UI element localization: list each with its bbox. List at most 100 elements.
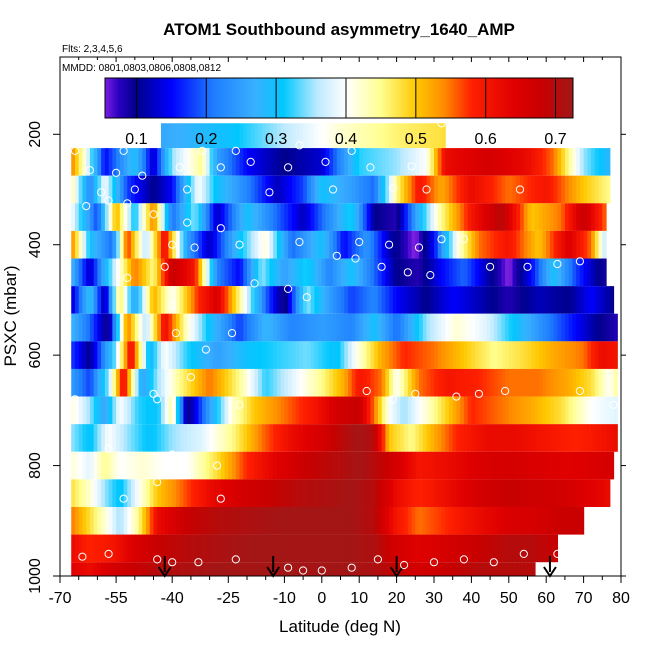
heatmap-cell (71, 424, 76, 452)
heatmap-cell (239, 479, 244, 507)
scatter-point (149, 389, 158, 398)
heatmap-cell (445, 479, 450, 507)
heatmap-cell (490, 230, 495, 259)
heatmap-cell (288, 479, 293, 507)
heatmap-cell (138, 534, 143, 563)
heatmap-cell (542, 286, 547, 314)
heatmap-cell (97, 258, 102, 287)
heatmap-cell (284, 341, 289, 369)
heatmap-cell (276, 123, 282, 149)
heatmap-cell (508, 230, 514, 259)
heatmap-cell (123, 534, 128, 563)
heatmap-cell (531, 313, 536, 342)
heatmap-cell (501, 424, 506, 452)
heatmap-cell (501, 534, 506, 563)
heatmap-cell (284, 534, 289, 563)
heatmap-cell (187, 175, 192, 204)
heatmap-cell (591, 479, 596, 507)
heatmap-cell (97, 286, 102, 314)
heatmap-cell (411, 396, 416, 425)
heatmap-cell (280, 286, 285, 314)
heatmap-cell (269, 341, 274, 369)
heatmap-cell (553, 506, 559, 535)
heatmap-cell (419, 424, 424, 452)
heatmap-cell (542, 148, 547, 176)
heatmap-cell (254, 203, 259, 231)
heatmap-cell (355, 230, 360, 259)
heatmap-cell (318, 123, 323, 149)
heatmap-cell (254, 148, 259, 176)
scatter-point (213, 461, 222, 470)
heatmap-cell (291, 341, 297, 369)
heatmap-cell (404, 148, 409, 176)
heatmap-cell (187, 396, 192, 425)
heatmap-cell (131, 534, 136, 563)
heatmap-cell (93, 148, 98, 176)
heatmap-cell (400, 313, 405, 342)
scatter-point (284, 284, 293, 293)
heatmap-cell (392, 313, 398, 342)
heatmap-cell (542, 396, 547, 425)
heatmap-cell (149, 230, 155, 259)
heatmap-cell (478, 368, 484, 397)
heatmap-cell (190, 313, 196, 342)
heatmap-cell (284, 230, 289, 259)
heatmap-cell (523, 203, 529, 231)
heatmap-cell (359, 451, 364, 480)
heatmap-cell (220, 230, 226, 259)
heatmap-cell (538, 396, 544, 425)
heatmap-cell (463, 534, 469, 563)
heatmap-cell (276, 258, 282, 287)
heatmap-cell (564, 506, 570, 535)
heatmap-cell (396, 368, 401, 397)
heatmap-cell (119, 424, 125, 452)
heatmap-cell (549, 286, 555, 314)
heatmap-cell (336, 123, 342, 149)
heatmap-cell (400, 451, 405, 480)
heatmap-cell (194, 341, 199, 369)
heatmap-cell (609, 286, 615, 314)
scatter-point (179, 456, 188, 465)
heatmap-cell (336, 368, 342, 397)
heatmap-cell (482, 368, 487, 397)
heatmap-cell (134, 451, 140, 480)
heatmap-cell (284, 479, 289, 507)
heatmap-cell (288, 506, 293, 535)
heatmap-cell (265, 341, 271, 369)
heatmap-cell (82, 313, 87, 342)
heatmap-cell (553, 479, 559, 507)
heatmap-cell (220, 368, 226, 397)
heatmap-cell (385, 203, 390, 231)
heatmap-cell (591, 148, 596, 176)
heatmap-cell (516, 424, 521, 452)
heatmap-cell (101, 203, 106, 231)
heatmap-cell (478, 562, 484, 576)
heatmap-cell (138, 230, 143, 259)
heatmap-cell (333, 396, 338, 425)
heatmap-cell (224, 506, 229, 535)
heatmap-cell (415, 562, 420, 576)
heatmap-cell (205, 562, 211, 576)
heatmap-cell (516, 148, 521, 176)
heatmap-cell (598, 175, 603, 204)
heatmap-cell (549, 424, 555, 452)
heatmap-cell (508, 562, 514, 576)
heatmap-cell (261, 230, 267, 259)
heatmap-cell (217, 203, 222, 231)
heatmap-cell (205, 203, 211, 231)
heatmap-cell (347, 479, 353, 507)
heatmap-cell (359, 258, 364, 287)
heatmap-cell (261, 534, 267, 563)
heatmap-cell (366, 451, 372, 480)
heatmap-cell (205, 175, 211, 204)
heatmap-cell (467, 286, 472, 314)
heatmap-cell (404, 175, 409, 204)
heatmap-cell (168, 562, 173, 576)
heatmap-cell (138, 148, 143, 176)
heatmap-cell (602, 148, 607, 176)
heatmap-cell (116, 368, 121, 397)
heatmap-cell (549, 230, 555, 259)
heatmap-cell (160, 203, 166, 231)
heatmap-cell (172, 368, 177, 397)
heatmap-cell (261, 286, 267, 314)
